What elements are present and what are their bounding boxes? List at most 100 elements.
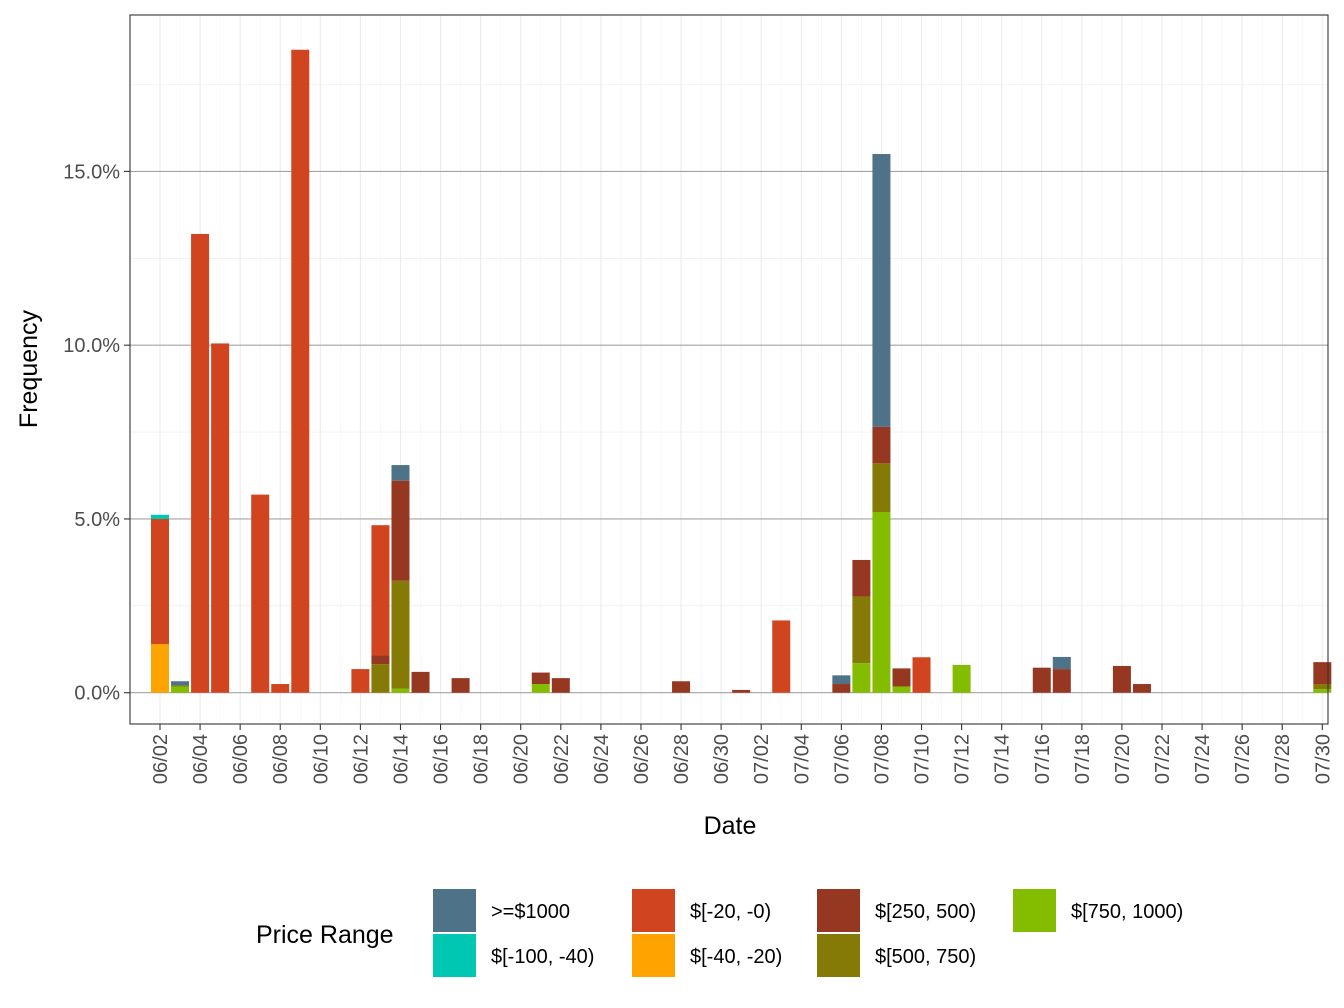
legend-label-neg20_0: $[-20, -0) xyxy=(690,901,771,923)
x-tick-label: 06/24 xyxy=(591,734,613,784)
x-tick-label: 07/18 xyxy=(1072,734,1094,784)
legend-label-r250_500: $[250, 500) xyxy=(875,901,976,923)
bar-segment-r250_500 xyxy=(672,681,691,693)
bar-segment-ge1000 xyxy=(832,675,851,685)
bar-segment-r250_500 xyxy=(892,668,911,687)
x-tick-label: 07/02 xyxy=(751,734,773,784)
x-tick-label: 07/30 xyxy=(1312,734,1334,784)
legend-key-neg20_0 xyxy=(632,889,675,932)
x-tick-label: 06/14 xyxy=(390,734,412,784)
bar-segment-r750_1000 xyxy=(952,664,971,693)
bar-segment-neg20_0 xyxy=(151,518,169,645)
y-tick-label: 0.0% xyxy=(74,683,120,705)
bar-segment-r750_1000 xyxy=(391,688,410,693)
bar-segment-r250_500 xyxy=(1032,667,1051,693)
bar-segment-neg100_40 xyxy=(151,514,169,519)
bar-segment-r250_500 xyxy=(732,689,751,693)
x-tick-label: 07/24 xyxy=(1192,734,1214,784)
legend-label-r750_1000: $[750, 1000) xyxy=(1071,901,1183,923)
x-tick-label: 07/08 xyxy=(871,734,893,784)
bar-segment-r500_750 xyxy=(872,463,891,512)
x-tick-label: 07/26 xyxy=(1232,734,1254,784)
bar-segment-r250_500 xyxy=(391,480,410,581)
legend-key-r250_500 xyxy=(817,889,860,932)
bar-segment-neg20_0 xyxy=(772,620,791,693)
x-tick-label: 07/14 xyxy=(992,734,1014,784)
legend-title: Price Range xyxy=(256,921,394,949)
bar-segment-r250_500 xyxy=(1132,684,1151,693)
x-tick-label: 06/22 xyxy=(551,734,573,784)
x-tick-label: 07/12 xyxy=(952,734,974,784)
bar-segment-r500_750 xyxy=(1313,684,1332,690)
legend-label-r500_750: $[500, 750) xyxy=(875,946,976,968)
x-tick-label: 06/12 xyxy=(350,734,372,784)
x-tick-label: 06/06 xyxy=(230,734,252,784)
bar-segment-neg20_0 xyxy=(211,343,230,693)
bar-segment-r250_500 xyxy=(411,671,430,693)
bar-segment-r250_500 xyxy=(451,678,470,693)
bar-segment-r500_750 xyxy=(391,580,410,689)
x-tick-label: 07/20 xyxy=(1112,734,1134,784)
x-tick-label: 06/10 xyxy=(310,734,332,784)
bar-segment-r250_500 xyxy=(1112,665,1131,693)
bar-segment-r250_500 xyxy=(832,684,851,693)
bar-segment-r750_1000 xyxy=(531,684,550,693)
x-tick-label: 06/30 xyxy=(711,734,733,784)
x-tick-label: 07/16 xyxy=(1032,734,1054,784)
bar-segment-r750_1000 xyxy=(1313,689,1332,693)
bar-segment-neg20_0 xyxy=(291,49,310,693)
bar-segment-r750_1000 xyxy=(872,511,891,693)
bar-segment-ge1000 xyxy=(872,154,891,427)
bar-segment-neg20_0 xyxy=(251,494,270,693)
bar-segment-neg20_0 xyxy=(191,233,210,693)
x-tick-label: 06/16 xyxy=(431,734,453,784)
bar-segment-ge1000 xyxy=(391,465,410,481)
bar-segment-r250_500 xyxy=(1313,662,1332,685)
legend-label-ge1000: >=$1000 xyxy=(491,901,570,923)
x-axis: 06/02 06/04 06/06 06/08 06/10 06/12 06/14 06/16… xyxy=(150,724,1334,784)
legend-key-neg40_20 xyxy=(632,934,675,977)
x-tick-label: 07/04 xyxy=(791,734,813,784)
x-tick-label: 06/26 xyxy=(631,734,653,784)
bar-segment-r250_500 xyxy=(371,655,390,665)
bar-segment-r500_750 xyxy=(852,596,871,664)
legend-key-r500_750 xyxy=(817,934,860,977)
x-tick-label: 06/18 xyxy=(471,734,493,784)
x-axis-title: Date xyxy=(704,812,757,840)
y-tick-label: 5.0% xyxy=(74,509,120,531)
x-tick-label: 07/06 xyxy=(831,734,853,784)
legend-label-neg40_20: $[-40, -20) xyxy=(690,946,782,968)
y-axis: 0.0% 5.0% 10.0% 15.0% xyxy=(63,161,130,705)
bar-segment-neg40_20 xyxy=(151,644,169,693)
bar-segment-r750_1000 xyxy=(171,686,190,693)
bar-segment-r500_750 xyxy=(171,685,190,687)
bar-segment-r250_500 xyxy=(1052,669,1071,693)
bar-segment-neg20_0 xyxy=(371,525,390,656)
legend-key-r750_1000 xyxy=(1013,889,1056,932)
bar-segment-neg20_0 xyxy=(351,669,370,693)
legend-label-neg100_40: $[-100, -40) xyxy=(491,946,594,968)
legend-key-neg100_40 xyxy=(433,934,476,977)
bar-segment-ge1000 xyxy=(1052,656,1071,670)
bars xyxy=(151,49,1332,693)
x-tick-label: 07/22 xyxy=(1152,734,1174,784)
y-tick-label: 10.0% xyxy=(63,335,120,357)
bar-segment-r250_500 xyxy=(852,559,871,597)
y-axis-title: Frequency xyxy=(15,309,43,428)
bar-segment-r500_750 xyxy=(371,664,390,693)
x-tick-label: 06/28 xyxy=(671,734,693,784)
x-tick-label: 06/08 xyxy=(270,734,292,784)
bar-segment-r250_500 xyxy=(551,678,570,693)
bar-segment-neg20_0 xyxy=(271,684,290,693)
bar-segment-r250_500 xyxy=(531,672,550,685)
x-tick-label: 07/28 xyxy=(1272,734,1294,784)
x-tick-label: 06/04 xyxy=(190,734,212,784)
bar-segment-neg20_0 xyxy=(912,657,931,693)
legend: Price Range >=$1000 $[-100, -40) $[-20, -0… xyxy=(256,889,1183,977)
bar-segment-r250_500 xyxy=(872,426,891,464)
plot-panel-border xyxy=(129,14,1329,725)
x-tick-label: 06/20 xyxy=(511,734,533,784)
legend-key-ge1000 xyxy=(433,889,476,932)
y-tick-label: 15.0% xyxy=(63,161,120,183)
